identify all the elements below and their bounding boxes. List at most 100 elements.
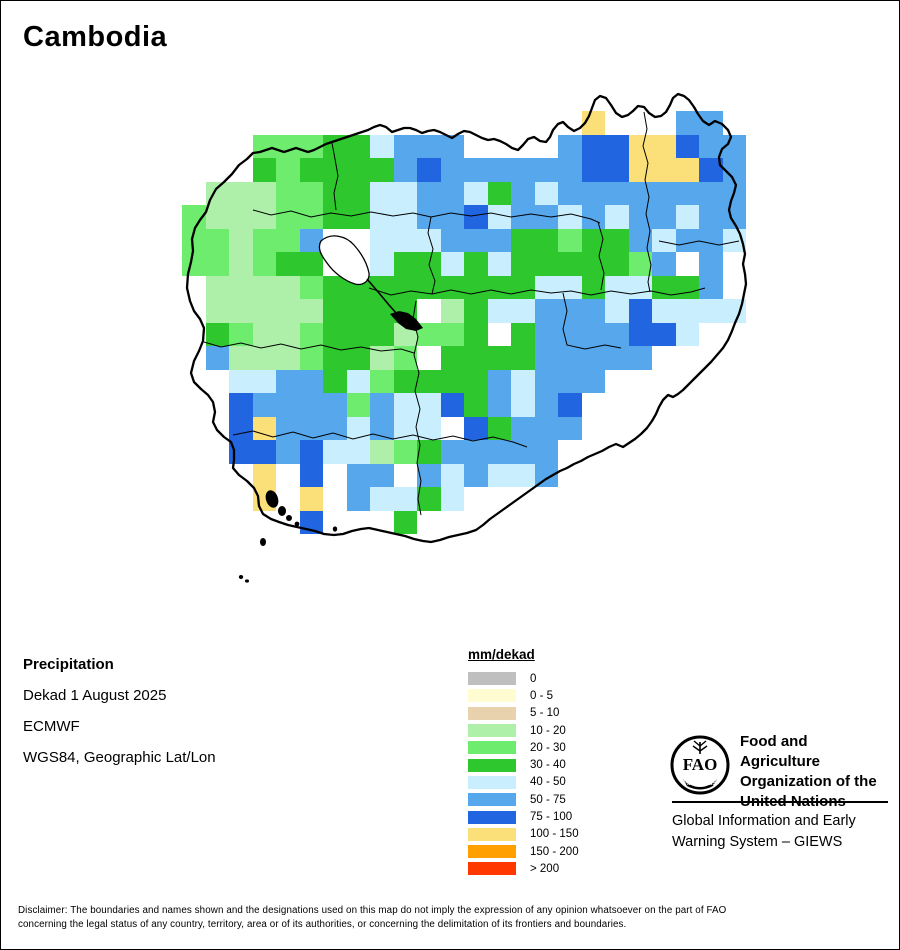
grid-cell [252,322,276,346]
grid-cell [323,440,347,464]
legend-entry: 40 - 50 [468,774,579,791]
grid-cell [581,275,605,299]
grid-cell [229,393,253,417]
grid-cell [534,322,558,346]
grid-cell [464,299,488,323]
grid-cell [511,205,535,229]
legend-swatch [468,845,516,859]
grid-cell [440,275,464,299]
disclaimer: Disclaimer: The boundaries and names sho… [18,905,727,930]
grid-cell [205,228,229,252]
grid-cell [229,416,253,440]
grid-cell [511,346,535,370]
legend-entry: 20 - 30 [468,739,579,756]
grid-cell [299,463,323,487]
grid-cell [323,346,347,370]
legend-entry: 10 - 20 [468,722,579,739]
grid-cell [393,487,417,511]
legend-rows: 0 0 - 5 5 - 10 10 - 20 20 - 30 30 - 40 40 - 50… [468,670,579,878]
grid-cell [581,346,605,370]
grid-cell [487,252,511,276]
grid-cell [558,228,582,252]
grid-cell [299,440,323,464]
grid-cell [487,346,511,370]
grid-cell [652,158,676,182]
grid-cell [417,393,441,417]
grid-cell [393,228,417,252]
grid-cell [323,416,347,440]
grid-cell [440,134,464,158]
grid-cell [722,181,746,205]
grid-cell [628,346,652,370]
grid-cell [675,158,699,182]
grid-cell [299,134,323,158]
grid-cell [652,181,676,205]
grid-cell [558,346,582,370]
grid-cell [417,205,441,229]
grid-cell [370,205,394,229]
fao-name: Food and Agriculture Organization of the… [740,733,877,810]
map-info-block: Precipitation Dekad 1 August 2025 ECMWF … [23,649,216,773]
grid-cell [276,134,300,158]
grid-cell [299,228,323,252]
grid-cell [346,487,370,511]
grid-cell [558,322,582,346]
grid-cell [346,205,370,229]
grid-cell [699,111,723,135]
grid-cell [417,322,441,346]
grid-cell [487,369,511,393]
grid-cell [417,252,441,276]
grid-cell [464,393,488,417]
giews-name: Global Information and Early Warning Sys… [672,813,856,850]
grid-cell [393,205,417,229]
grid-cell [675,322,699,346]
grid-cell [393,275,417,299]
grid-cell [182,252,206,276]
legend-label: 10 - 20 [530,724,566,737]
grid-cell [511,463,535,487]
grid-cell [346,440,370,464]
grid-cell [464,228,488,252]
legend-label: 100 - 150 [530,828,579,841]
grid-cell [276,346,300,370]
grid-cell [487,463,511,487]
grid-cell [652,252,676,276]
grid-cell [440,252,464,276]
grid-cell [299,275,323,299]
grid-cell [205,322,229,346]
grid-cell [229,205,253,229]
grid-cell [393,322,417,346]
grid-cell [417,134,441,158]
grid-cell [370,393,394,417]
grid-cell [675,111,699,135]
grid-cell [440,369,464,393]
grid-cell [628,252,652,276]
grid-cell [252,393,276,417]
grid-cell [323,322,347,346]
grid-cell [299,416,323,440]
grid-cell [605,158,629,182]
grid-cell [299,158,323,182]
grid-cell [370,275,394,299]
grid-cell [299,252,323,276]
grid-cell [511,440,535,464]
grid-cell [558,416,582,440]
grid-cell [205,346,229,370]
grid-cell [370,181,394,205]
grid-cell [417,275,441,299]
grid-cell [393,346,417,370]
grid-cell [675,228,699,252]
grid-cell [440,228,464,252]
grid-cell [464,322,488,346]
grid-cell [628,205,652,229]
grid-cell [205,299,229,323]
grid-cell [534,181,558,205]
grid-cell [534,158,558,182]
grid-cell [393,440,417,464]
grid-cell [323,275,347,299]
legend-label: 50 - 75 [530,793,566,806]
grid-cell [276,158,300,182]
grid-cell [652,322,676,346]
grid-cell [440,463,464,487]
grid-cell [205,181,229,205]
